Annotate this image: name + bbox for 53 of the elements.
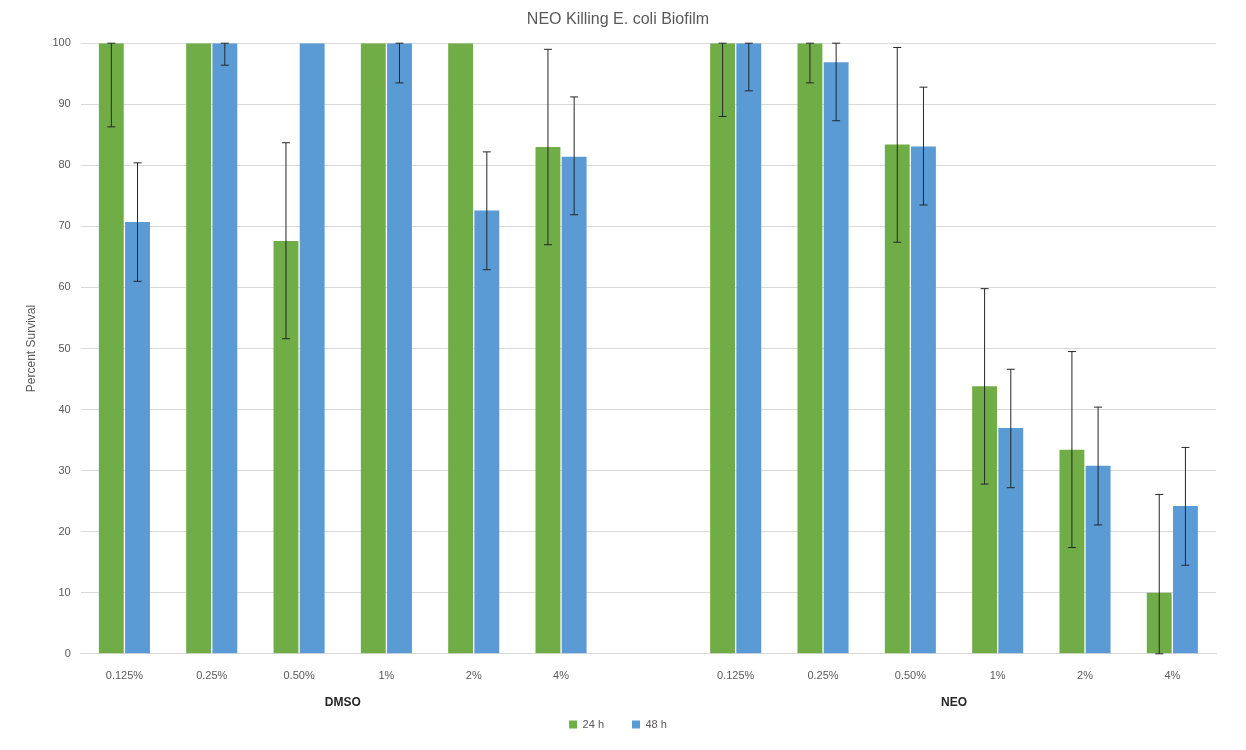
x-tick-label: 4% <box>1164 669 1181 682</box>
x-tick-label: 4% <box>553 669 570 682</box>
bar <box>125 222 150 654</box>
y-tick-label: 10 <box>58 585 71 598</box>
x-tick-label: 0.25% <box>196 669 228 682</box>
bar <box>710 43 736 654</box>
x-tick-label: 2% <box>1077 669 1094 682</box>
y-tick-label: 60 <box>58 280 71 293</box>
bar <box>1146 592 1172 654</box>
y-tick-label: 90 <box>58 97 71 110</box>
bar <box>972 386 998 654</box>
bar <box>998 427 1024 654</box>
x-tick-label: 0.125% <box>105 669 144 682</box>
y-axis-title: Percent Survival <box>23 304 38 393</box>
y-tick-label: 80 <box>58 158 71 171</box>
bar <box>1172 506 1198 654</box>
text: NEO <box>941 695 968 710</box>
x-tick-label: 0.50% <box>283 669 315 682</box>
bar <box>273 241 299 654</box>
x-tick-label: 0.50% <box>894 669 927 682</box>
y-tick-label: 70 <box>58 219 71 232</box>
bar <box>884 144 910 654</box>
x-tick-label: 2% <box>465 669 482 682</box>
bar <box>736 43 762 654</box>
bar <box>561 156 587 654</box>
x-tick-label: 0.125% <box>717 669 755 682</box>
bar <box>797 43 823 654</box>
bar <box>1059 449 1085 654</box>
y-tick-label: 0 <box>64 646 71 659</box>
y-tick-label: 50 <box>58 341 71 354</box>
x-tick-label: 0.25% <box>807 669 839 682</box>
bar <box>299 43 325 654</box>
bar <box>387 43 412 654</box>
y-tick-label: 100 <box>52 36 71 49</box>
y-tick-label: 30 <box>58 463 71 476</box>
y-tick-label: 20 <box>58 524 71 537</box>
legend-label: 48 h <box>645 717 667 730</box>
bar <box>448 43 474 654</box>
text: DMSO <box>324 695 361 710</box>
bar <box>474 210 500 654</box>
x-tick-label: 1% <box>989 669 1006 682</box>
bar <box>360 43 386 654</box>
bar <box>911 146 936 654</box>
legend-label: 24 h <box>582 717 605 730</box>
bar <box>1085 465 1111 654</box>
bar <box>186 43 212 654</box>
chart-title: NEO Killing E. coli Biofilm <box>526 10 710 28</box>
bar <box>98 43 124 654</box>
y-tick-label: 40 <box>58 402 71 415</box>
x-tick-label: 1% <box>378 669 395 682</box>
bar <box>212 43 238 654</box>
bar <box>535 147 561 654</box>
bar <box>823 62 849 654</box>
